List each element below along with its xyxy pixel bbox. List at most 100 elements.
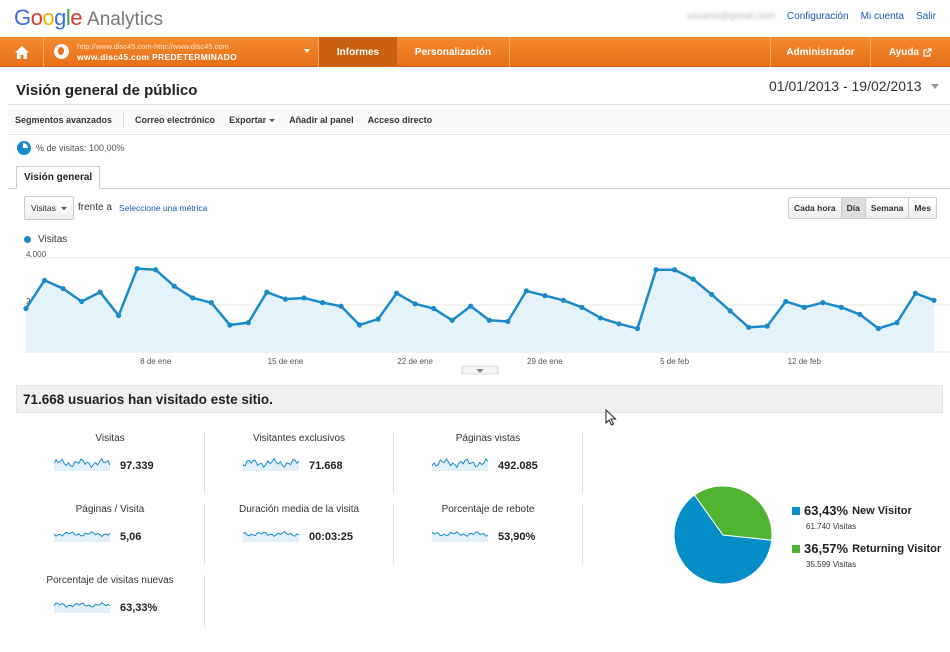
metric-value: 53,90% [498,531,536,543]
data-point[interactable] [746,324,752,330]
segmentos-avanzados-button[interactable]: Segmentos avanzados [15,114,113,125]
home-icon [14,45,29,59]
data-point[interactable] [227,322,233,328]
select-metric-link[interactable]: Seleccione una métrica [119,203,208,213]
data-point[interactable] [394,290,400,296]
data-point[interactable] [245,320,251,326]
tab-informes[interactable]: Informes [319,37,397,67]
data-point[interactable] [412,301,418,307]
data-point[interactable] [690,276,696,282]
tab-vision-general[interactable]: Visión general [16,166,101,189]
segment-indicator: % de visitas: 100,00% [17,141,125,155]
metric-visitantes-exclusivos[interactable]: Visitantes exclusivos 71.668 [205,425,393,489]
data-point[interactable] [634,325,641,332]
data-point[interactable] [356,322,363,328]
sparkline [54,531,110,542]
data-point[interactable] [912,290,919,296]
ayuda-label: Ayuda [888,46,920,58]
metric-paginas-por-visita[interactable]: Páginas / Visita 5,06 [16,496,204,560]
metric-paginas-vistas[interactable]: Páginas vistas 492.085 [394,425,582,489]
legend-label: Visitas [38,234,68,245]
chart-legend: Visitas [24,234,67,245]
data-point[interactable] [338,303,344,309]
tab-administrador[interactable]: Administrador [770,37,870,67]
data-point[interactable] [449,317,455,323]
correo-electronico-button[interactable]: Correo electrónico [135,114,216,125]
data-point[interactable] [597,315,604,321]
data-point[interactable] [171,283,177,289]
data-point[interactable] [560,297,566,303]
data-point[interactable] [282,296,289,302]
sparkline-line [54,531,110,538]
date-range-picker[interactable]: 01/01/2013 - 19/02/2013 [764,76,944,96]
data-point[interactable] [431,305,437,312]
data-point[interactable] [23,305,29,312]
tab-personalizacion[interactable]: Personalización [397,37,510,67]
data-point[interactable] [653,267,659,273]
metric-dropdown[interactable]: Visitas [24,196,74,220]
data-point[interactable] [894,320,900,326]
data-point[interactable] [801,304,807,310]
data-point[interactable] [486,317,492,323]
exportar-button[interactable]: Exportar [222,115,282,125]
data-point[interactable] [931,297,937,303]
external-link-icon [923,47,932,57]
granularity-semana-button[interactable]: Semana [864,198,909,218]
data-point[interactable] [709,291,715,298]
data-point[interactable] [783,298,789,305]
data-point[interactable] [190,295,196,301]
pie-slice[interactable] [673,494,773,585]
data-point[interactable] [505,318,511,325]
pie-legend-returning: 36,57% Returning Visitor 35.599 Visitas [792,541,941,569]
data-point[interactable] [264,289,270,295]
data-point[interactable] [134,265,140,272]
metric-label: Porcentaje de visitas nuevas [46,575,174,586]
configuracion-link[interactable]: Configuración [786,11,849,22]
granularity-dia-button[interactable]: Día [840,198,865,218]
data-point[interactable] [542,293,548,299]
tab-ayuda[interactable]: Ayuda [870,37,950,67]
anadir-al-panel-button[interactable]: Añadir al panel [289,114,354,125]
granularity-hora-button[interactable]: Cada hora [789,198,841,218]
metric-duracion-media[interactable]: Duración media de la visita 00:03:25 [205,496,393,560]
account-email: usuario@gmail.com [686,11,775,22]
data-point[interactable] [857,311,863,317]
data-point[interactable] [727,308,733,314]
top-bar: Google Analytics usuario@gmail.com Config… [0,0,950,37]
google-analytics-logo[interactable]: Google Analytics [14,5,163,31]
data-point[interactable] [301,295,307,301]
data-point[interactable] [468,303,474,309]
sparkline-area [432,531,488,542]
data-point[interactable] [319,300,326,306]
data-point[interactable] [41,277,48,283]
mi-cuenta-link[interactable]: Mi cuenta [860,11,904,22]
chevron-down-icon [61,207,67,210]
acceso-directo-button[interactable]: Acceso directo [367,114,433,125]
metric-visitas[interactable]: Visitas 97.339 [16,425,204,489]
site-selector[interactable]: http://www.disc45.com-http://www.disc45.… [45,37,319,67]
data-point[interactable] [838,304,844,310]
data-point[interactable] [616,321,622,327]
data-point[interactable] [78,298,85,305]
data-point[interactable] [208,300,214,306]
data-point[interactable] [153,267,159,273]
granularity-mes-button[interactable]: Mes [908,198,936,218]
data-point[interactable] [60,285,66,292]
data-point[interactable] [523,288,529,294]
sparkline-area [243,458,299,471]
data-point[interactable] [764,323,770,329]
data-point[interactable] [375,316,381,322]
metric-value: 63,33% [120,602,158,614]
pie-slice[interactable] [693,485,773,541]
data-point[interactable] [875,325,882,332]
data-point[interactable] [671,267,678,273]
data-point[interactable] [579,304,585,310]
data-point[interactable] [820,300,826,306]
metric-porcentaje-rebote[interactable]: Porcentaje de rebote 53,90% [394,496,582,560]
chevron-down-icon [269,118,276,122]
salir-link[interactable]: Salir [915,11,936,22]
home-button[interactable] [0,37,44,67]
data-point[interactable] [116,312,122,319]
metric-porcentaje-visitas-nuevas[interactable]: Porcentaje de visitas nuevas 63,33% [16,567,204,631]
data-point[interactable] [97,289,103,295]
